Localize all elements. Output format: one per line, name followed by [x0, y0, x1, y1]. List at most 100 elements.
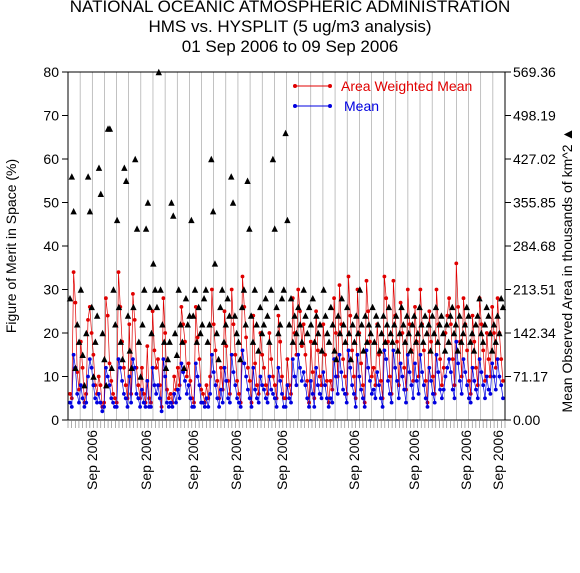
- area-point: [280, 286, 287, 293]
- mean-point: [222, 365, 227, 370]
- mean-point: [445, 365, 450, 370]
- area-point: [300, 286, 307, 293]
- area-point: [385, 303, 393, 311]
- awm-point: [240, 274, 245, 279]
- awm-point: [161, 296, 166, 301]
- mean-point: [395, 379, 399, 383]
- mean-point: [449, 370, 453, 374]
- mean-point: [490, 361, 495, 366]
- mean-point: [328, 396, 333, 401]
- mean-point: [391, 348, 396, 353]
- awm-point: [431, 374, 435, 379]
- mean-point: [493, 387, 498, 392]
- awm-point: [481, 348, 486, 353]
- area-point: [342, 338, 349, 345]
- area-point: [249, 338, 257, 345]
- mean-point: [114, 405, 119, 409]
- awm-point: [321, 322, 326, 327]
- y-tick-label: 60: [43, 151, 59, 167]
- mean-point: [452, 396, 457, 401]
- mean-point: [220, 400, 225, 405]
- area-point: [209, 208, 217, 215]
- mean-point: [242, 361, 247, 366]
- mean-point: [305, 396, 310, 401]
- area-point: [305, 303, 313, 311]
- area-point: [106, 125, 114, 132]
- awm-point: [301, 322, 306, 327]
- mean-point: [384, 357, 389, 361]
- area-point: [311, 338, 318, 345]
- mean-point: [292, 374, 297, 379]
- area-point: [86, 208, 94, 215]
- x-tick-label: Sep 2006: [274, 430, 290, 490]
- area-point: [351, 338, 358, 345]
- mean-point: [317, 392, 322, 396]
- area-point: [81, 382, 88, 389]
- area-point: [251, 286, 258, 293]
- awm-point: [263, 383, 268, 388]
- mean-point: [463, 370, 468, 374]
- awm-point: [136, 383, 141, 388]
- y2-tick-label: 213.51: [513, 282, 556, 298]
- awm-point: [276, 313, 281, 318]
- y-axis-label: Figure of Merit in Space (%): [3, 159, 19, 333]
- mean-point: [149, 405, 153, 409]
- mean-point: [141, 400, 146, 405]
- area-point: [378, 329, 385, 337]
- awm-point: [68, 392, 72, 396]
- mean-point: [290, 357, 295, 361]
- mean-point: [400, 374, 405, 379]
- mean-point: [330, 400, 335, 405]
- area-point: [206, 321, 213, 328]
- area-point: [208, 155, 215, 163]
- mean-point: [140, 387, 144, 392]
- area-point: [465, 312, 472, 319]
- area-point: [75, 338, 83, 345]
- area-point: [83, 329, 90, 337]
- mean-point: [208, 392, 213, 396]
- awm-point: [96, 374, 101, 379]
- area-point: [247, 312, 255, 319]
- awm-point: [450, 357, 455, 361]
- awm-point: [296, 287, 301, 292]
- area-point: [478, 329, 485, 337]
- area-point: [470, 347, 478, 354]
- area-point: [452, 321, 460, 328]
- area-point: [233, 329, 240, 337]
- area-point: [316, 321, 324, 328]
- mean-point: [192, 405, 196, 409]
- area-point: [121, 164, 128, 171]
- area-point: [151, 286, 159, 293]
- awm-point: [132, 318, 137, 322]
- mean-point: [357, 374, 362, 379]
- mean-point: [166, 405, 171, 409]
- area-point: [295, 303, 302, 311]
- mean-point: [407, 370, 412, 374]
- area-point: [235, 338, 242, 345]
- mean-point: [285, 383, 290, 388]
- area-point: [244, 177, 251, 184]
- awm-point: [484, 331, 489, 335]
- awm-point: [285, 357, 290, 361]
- area-point: [173, 351, 181, 358]
- mean-point: [237, 400, 241, 405]
- mean-point: [244, 374, 249, 379]
- mean-point: [477, 357, 482, 361]
- awm-point: [166, 396, 171, 401]
- mean-point: [362, 405, 367, 409]
- mean-point: [129, 400, 134, 405]
- area-point: [68, 173, 76, 180]
- area-point: [325, 338, 333, 345]
- mean-point: [154, 392, 159, 396]
- area-point: [403, 312, 411, 319]
- mean-point: [95, 400, 99, 405]
- mean-point: [416, 392, 421, 396]
- legend-mean-label: Mean: [344, 98, 379, 114]
- area-point: [222, 321, 230, 328]
- awm-point: [80, 365, 85, 370]
- mean-point: [386, 379, 390, 383]
- awm-point: [280, 374, 284, 379]
- mean-point: [263, 396, 268, 401]
- y-tick-label: 0: [51, 412, 59, 428]
- awm-point: [341, 357, 345, 361]
